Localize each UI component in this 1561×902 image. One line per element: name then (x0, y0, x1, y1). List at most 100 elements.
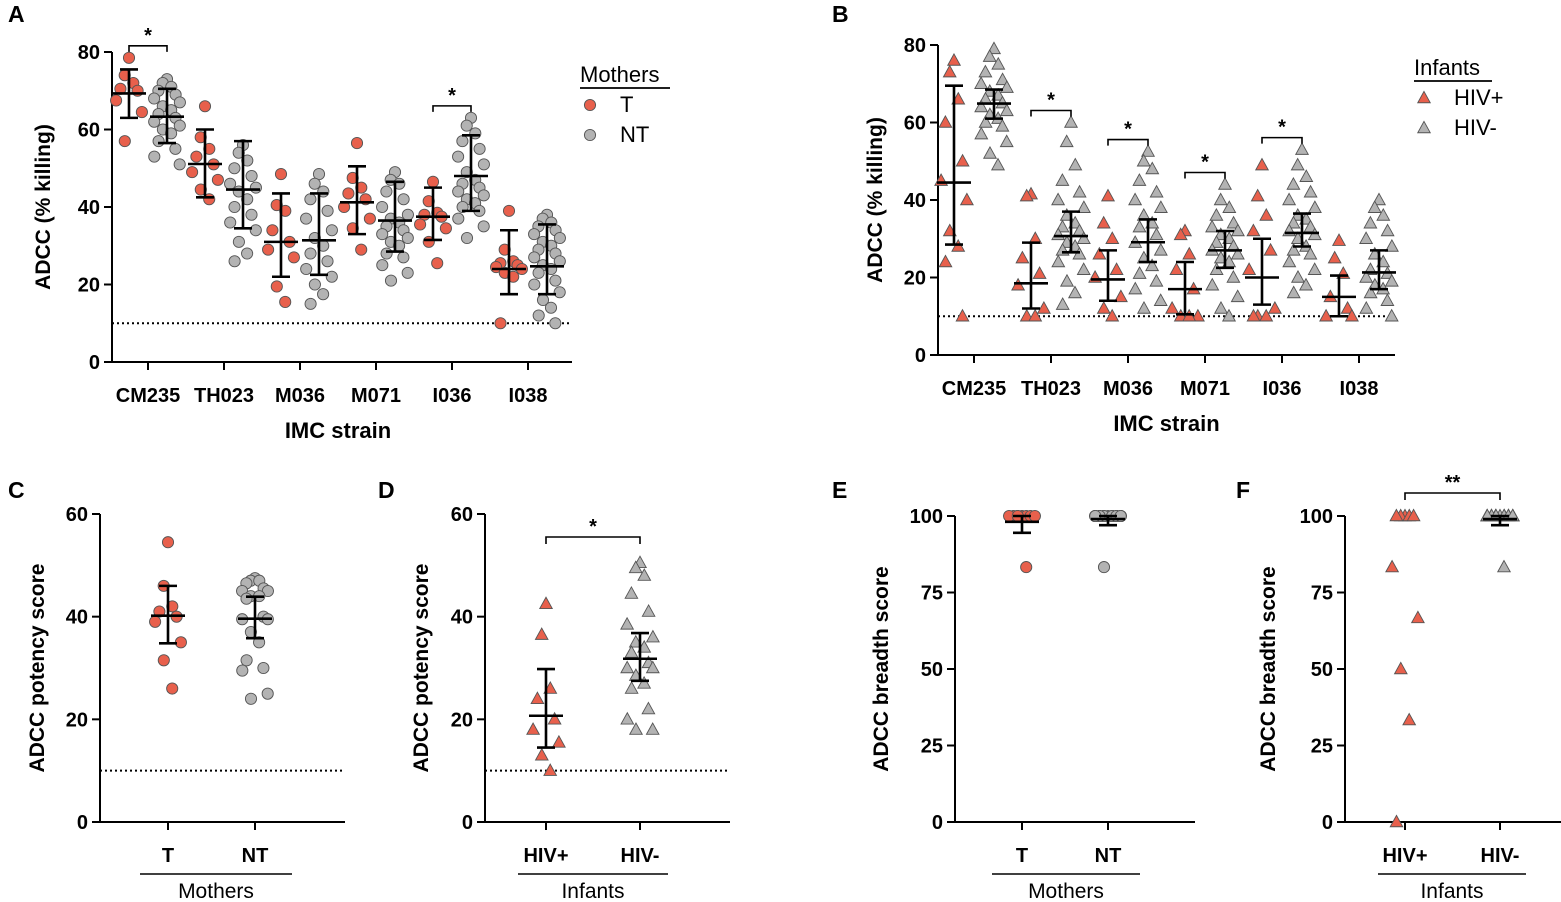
data-point (1384, 308, 1399, 322)
data-point (426, 175, 440, 188)
y-tick-label: 75 (921, 583, 943, 605)
data-point (1068, 157, 1083, 171)
panel-a: A 0 20 40 60 80 ADCC (% killing) CM235 TH023 M036… (8, 1, 670, 443)
data-point (1032, 266, 1047, 279)
data-point (1132, 266, 1147, 279)
significance-label: * (1201, 152, 1209, 174)
x-tick-label: M071 (351, 385, 401, 407)
series-hiv-pos (1011, 186, 1051, 322)
data-point (376, 259, 389, 272)
data-point (245, 169, 258, 183)
data-point (974, 76, 989, 89)
data-point (1096, 215, 1111, 229)
data-point (995, 72, 1010, 86)
data-point (249, 181, 262, 194)
x-axis-label: IMC strain (285, 418, 391, 443)
data-point (1153, 293, 1168, 306)
x-tick-label: I036 (1263, 378, 1302, 400)
data-point (1165, 300, 1180, 314)
data-point (257, 661, 270, 675)
data-point (321, 204, 334, 217)
data-point (224, 177, 237, 190)
significance-label: * (1047, 90, 1055, 112)
y-tick-label: 80 (78, 42, 100, 64)
data-point (397, 251, 410, 264)
data-point (547, 711, 562, 725)
data-point (477, 189, 490, 202)
data-point (452, 185, 465, 198)
series-t (1003, 509, 1041, 574)
data-point (641, 701, 656, 715)
significance-label: * (589, 516, 597, 538)
data-point (1246, 223, 1261, 237)
data-point (549, 274, 562, 287)
data-point (473, 142, 486, 155)
data-point (350, 137, 364, 150)
data-point (1059, 273, 1075, 287)
data-point (938, 114, 953, 128)
data-point (249, 224, 262, 237)
significance-bracket (432, 105, 472, 112)
data-point (982, 49, 997, 62)
data-point (532, 266, 545, 279)
data-point (325, 224, 338, 237)
data-point (1230, 289, 1245, 303)
data-point (620, 616, 635, 630)
data-point (1226, 269, 1241, 283)
data-point (152, 135, 165, 148)
series-hiv-pos (526, 596, 566, 776)
data-point (342, 187, 355, 200)
data-point (1036, 300, 1051, 314)
y-axis-label: ADCC breadth score (870, 566, 893, 771)
y-tick-label: 60 (451, 504, 473, 526)
data-point (240, 654, 253, 667)
data-point (1385, 559, 1400, 573)
data-point (397, 193, 410, 206)
data-point (1076, 231, 1091, 244)
data-point (538, 596, 554, 610)
data-point (414, 218, 427, 231)
data-point (534, 627, 549, 640)
series-nt (452, 111, 490, 245)
x-axis-label: IMC strain (1113, 411, 1219, 436)
data-point (1109, 262, 1124, 275)
data-point (645, 722, 660, 735)
data-point (1402, 712, 1417, 726)
data-point (1359, 231, 1374, 244)
data-point (1367, 200, 1382, 213)
data-point (1015, 250, 1030, 264)
data-point (1205, 219, 1220, 233)
data-point (266, 224, 279, 237)
legend-title: Mothers (580, 62, 659, 87)
data-point (376, 200, 389, 214)
series-t (338, 137, 376, 256)
data-point (1205, 277, 1220, 291)
panel-label: D (378, 477, 395, 503)
data-point (991, 56, 1006, 70)
series-t (149, 536, 187, 695)
data-point (624, 586, 639, 599)
data-point (1063, 114, 1079, 128)
panel-b: B 0 20 40 60 80 ADCC (% killing) CM235 TH023 M036… (832, 1, 1504, 436)
data-point (274, 168, 288, 181)
data-point (1055, 173, 1070, 186)
significance-label: ** (1445, 472, 1461, 494)
data-point (1254, 157, 1270, 171)
data-point (380, 185, 393, 198)
data-point (974, 126, 989, 140)
data-point (304, 193, 317, 206)
data-point (240, 592, 253, 605)
data-point (1221, 308, 1237, 322)
data-point (955, 308, 970, 322)
data-point (1055, 219, 1070, 233)
data-point (995, 95, 1010, 109)
data-point (304, 297, 317, 310)
data-point (346, 171, 359, 184)
data-point (161, 536, 175, 549)
data-point (553, 286, 566, 299)
data-point (1209, 207, 1224, 221)
data-point (228, 162, 241, 175)
data-point (1169, 262, 1184, 275)
data-point (401, 266, 414, 279)
data-point (544, 301, 558, 314)
